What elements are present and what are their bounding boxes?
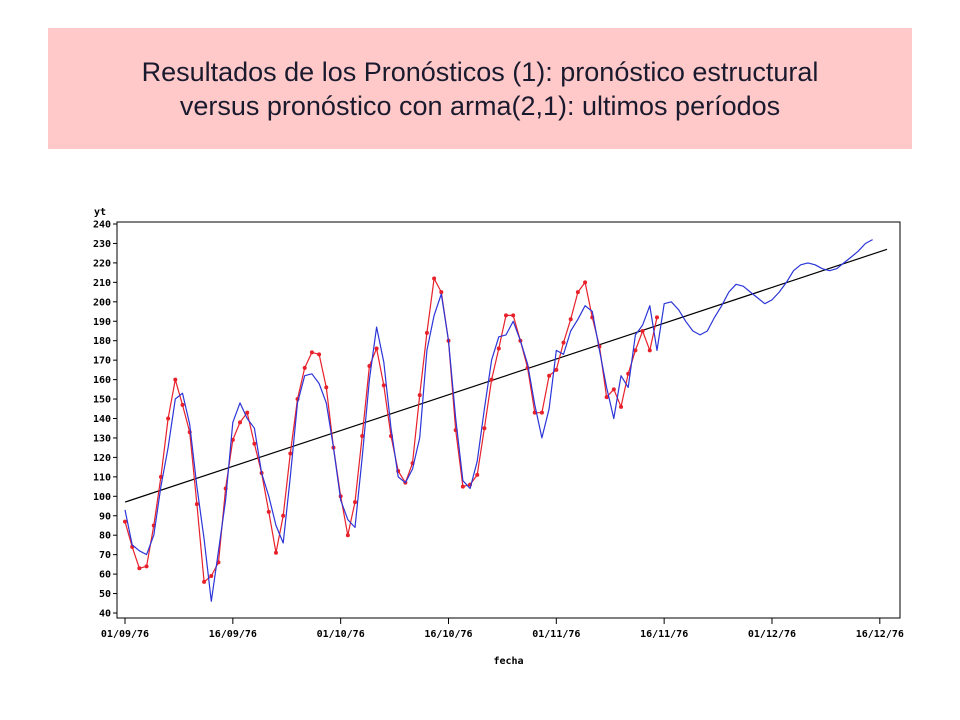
y-tick-label: 50 [99, 589, 111, 600]
x-tick-label: 01/09/76 [101, 629, 149, 640]
series-line-structural [124, 248, 888, 503]
data-point-actual [381, 383, 386, 388]
y-tick-label: 90 [99, 511, 111, 522]
data-point-actual [504, 313, 508, 318]
data-point-actual [173, 377, 178, 382]
data-point-actual [496, 346, 501, 351]
chart-title-line-2: versus pronóstico con arma(2,1): ultimos… [179, 90, 781, 121]
y-tick-label: 180 [93, 336, 111, 347]
y-tick-label: 80 [99, 531, 111, 542]
y-tick-label: 160 [93, 375, 111, 386]
y-tick-label: 240 [93, 220, 111, 231]
data-point-actual [194, 502, 199, 507]
data-point-actual [266, 509, 271, 514]
data-point-actual [489, 377, 494, 382]
data-point-actual [353, 500, 358, 505]
data-point-actual [460, 484, 465, 489]
data-point-actual [640, 328, 645, 333]
data-point-actual [144, 564, 149, 569]
x-tick-label: 16/12/76 [856, 629, 904, 640]
data-point-actual [302, 365, 307, 370]
x-tick-label: 16/09/76 [209, 629, 257, 640]
data-point-actual [209, 574, 214, 579]
data-point-actual [575, 290, 580, 295]
data-point-actual [324, 385, 329, 390]
data-point-actual [417, 393, 422, 398]
data-point-actual [432, 276, 437, 281]
y-axis-label: yt [94, 207, 106, 218]
data-point-actual [345, 533, 350, 538]
data-point-actual [475, 472, 480, 477]
y-tick-label: 100 [93, 492, 111, 503]
y-tick-label: 150 [93, 395, 111, 406]
x-tick-label: 01/12/76 [748, 629, 796, 640]
data-point-actual [273, 550, 278, 555]
y-tick-label: 210 [93, 278, 111, 289]
data-point-actual [367, 363, 372, 368]
x-axis-label: fecha [493, 656, 523, 667]
data-point-actual [511, 313, 516, 318]
y-tick-label: 40 [99, 609, 111, 620]
x-tick-label: 01/10/76 [317, 629, 365, 640]
y-tick-label: 190 [93, 317, 111, 328]
data-point-actual [611, 387, 616, 392]
y-tick-label: 70 [99, 550, 111, 561]
data-point-actual [252, 441, 257, 446]
data-point-actual [309, 350, 314, 355]
y-tick-label: 60 [99, 570, 111, 581]
data-point-actual [539, 410, 544, 415]
chart-title-line-1: Resultados de los Pronósticos (1): pronó… [141, 56, 819, 87]
y-tick-label: 110 [93, 472, 111, 483]
data-point-actual [647, 348, 652, 353]
data-point-actual [654, 315, 659, 320]
y-tick-label: 170 [93, 356, 111, 367]
y-tick-label: 140 [93, 414, 111, 425]
data-point-actual [317, 352, 322, 357]
data-point-actual [439, 290, 444, 295]
data-point-actual [604, 395, 609, 400]
data-point-actual [583, 280, 588, 285]
y-tick-label: 200 [93, 297, 111, 308]
data-point-actual [281, 513, 286, 518]
data-point-actual [619, 404, 624, 409]
title-banner: Resultados de los Pronósticos (1): pronó… [48, 28, 912, 149]
data-point-actual [360, 434, 365, 439]
data-point-actual [245, 410, 250, 415]
data-point-actual [238, 420, 243, 425]
data-point-actual [137, 566, 142, 571]
y-tick-label: 230 [93, 239, 111, 250]
data-point-actual [554, 367, 559, 372]
data-point-actual [202, 579, 207, 584]
data-point-actual [374, 346, 379, 351]
data-point-actual [561, 340, 566, 345]
data-point-actual [180, 402, 185, 407]
x-tick-label: 01/11/76 [532, 629, 580, 640]
data-point-actual [424, 330, 429, 335]
y-tick-label: 120 [93, 453, 111, 464]
x-tick-label: 16/11/76 [640, 629, 688, 640]
x-tick-label: 16/10/76 [424, 629, 472, 640]
y-tick-label: 220 [93, 258, 111, 269]
data-point-actual [482, 426, 487, 431]
data-point-actual [568, 317, 573, 322]
data-point-actual [633, 348, 638, 353]
plot-frame [116, 221, 901, 619]
data-point-actual [626, 371, 631, 376]
y-tick-label: 130 [93, 433, 111, 444]
data-point-actual [123, 519, 127, 524]
data-point-actual [166, 416, 171, 421]
data-point-actual [547, 373, 552, 378]
series-line-arma [124, 239, 873, 602]
data-point-actual [288, 451, 293, 456]
